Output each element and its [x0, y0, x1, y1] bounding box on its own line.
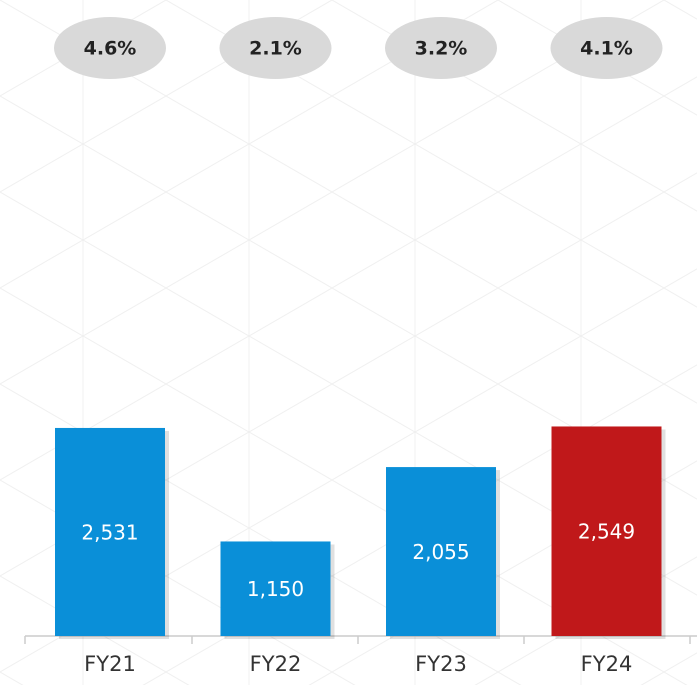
bar: [386, 467, 496, 636]
bar: [551, 426, 662, 636]
x-tick-label: FY23: [415, 652, 467, 676]
annotation-bubble: [550, 17, 663, 79]
x-tick-label: FY24: [581, 652, 633, 676]
bar: [55, 427, 165, 636]
annotation-bubble: [219, 17, 332, 79]
x-tick-label: FY21: [84, 652, 136, 676]
bar: [220, 541, 331, 636]
annotation-bubble: [385, 17, 497, 79]
annotation: 2.1%: [249, 38, 302, 60]
value-label: 1,150: [247, 577, 304, 601]
annotation: 3.2%: [415, 38, 468, 60]
value-label: 2,531: [81, 520, 138, 544]
annotation: 4.6%: [84, 38, 137, 60]
annotation-bubble: [54, 17, 166, 79]
annotation: 4.1%: [580, 38, 633, 60]
x-tick-label: FY22: [250, 652, 302, 676]
value-label: 2,055: [412, 540, 469, 564]
value-label: 2,549: [578, 520, 635, 544]
